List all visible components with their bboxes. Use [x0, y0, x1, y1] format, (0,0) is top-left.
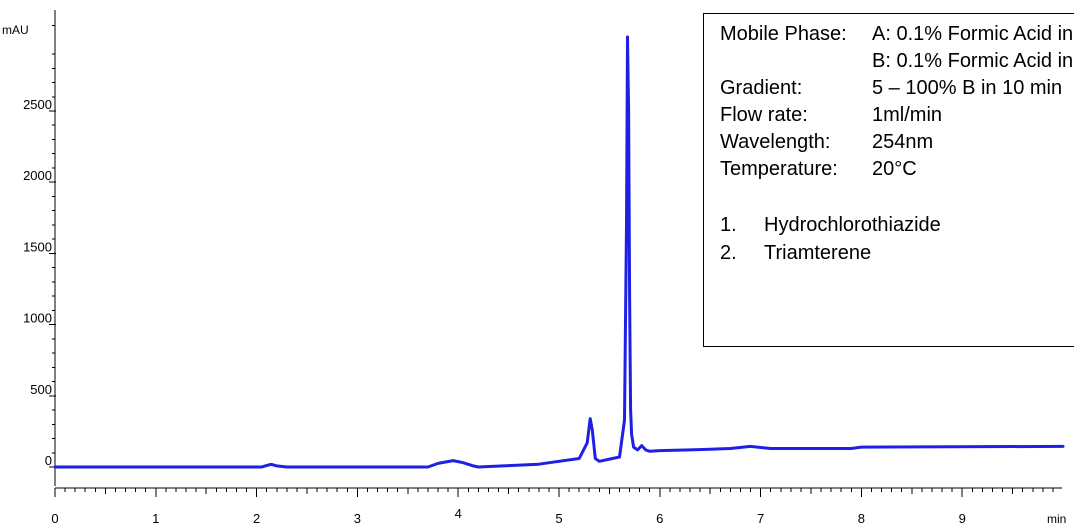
method-conditions-box: Mobile Phase: A: 0.1% Formic Acid in Wate… [703, 13, 1074, 347]
x-axis-ticks: 0 1 2 3 4 5 6 7 8 9 [51, 488, 1054, 524]
annotation-value: B: 0.1% Formic Acid in Acetonitrile [872, 50, 1074, 72]
x-tick-label: 6 [656, 511, 663, 524]
data-point [592, 429, 594, 431]
x-tick-label: 9 [959, 511, 966, 524]
data-point [637, 449, 639, 451]
data-point [473, 465, 475, 467]
annotation-row-temperature: Temperature: 20°C [720, 157, 917, 181]
x-tick-label: 0 [51, 511, 58, 524]
y-axis-unit-label: mAU [2, 23, 29, 37]
annotation-row-mobile-phase-b: B: 0.1% Formic Acid in Acetonitrile [720, 49, 1074, 73]
y-tick-label: 1500 [23, 239, 52, 254]
data-point [437, 463, 439, 465]
data-point [578, 458, 580, 460]
x-tick-label: 1 [152, 511, 159, 524]
series-layer [53, 35, 1065, 469]
peak-list-item: 1. Hydrochlorothiazide [720, 213, 941, 237]
x-tick-label: 5 [555, 511, 562, 524]
data-point [628, 110, 630, 112]
annotation-value: 254nm [872, 131, 934, 153]
data-point [645, 449, 647, 451]
data-point [452, 460, 454, 462]
annotation-key: Gradient: [720, 77, 803, 99]
peak-name: Hydrochlorothiazide [764, 214, 941, 236]
x-tick-label: 4 [455, 506, 462, 521]
data-point [630, 409, 632, 411]
series-line [53, 35, 1065, 469]
data-point [626, 224, 628, 226]
data-point [427, 466, 429, 468]
data-point [276, 465, 278, 467]
data-point [709, 448, 711, 450]
data-point [478, 466, 480, 468]
data-point [508, 465, 510, 467]
data-point [1062, 446, 1064, 448]
data-point [595, 458, 597, 460]
annotation-value: A: 0.1% Formic Acid in Water [872, 23, 1074, 45]
y-tick-label: 0 [45, 453, 52, 468]
data-point [641, 445, 643, 447]
x-axis-unit-label: min [1047, 512, 1066, 524]
data-point [538, 463, 540, 465]
data-point [627, 36, 629, 38]
x-tick-label: 3 [354, 511, 361, 524]
y-tick-label: 2500 [23, 97, 52, 112]
data-point [624, 419, 626, 421]
y-tick-label: 500 [30, 382, 52, 397]
data-point [633, 446, 635, 448]
data-point [750, 446, 752, 448]
data-point [629, 295, 631, 297]
data-point [599, 461, 601, 463]
data-point [271, 464, 273, 466]
data-point [861, 446, 863, 448]
data-point [770, 448, 772, 450]
data-point [619, 456, 621, 458]
x-tick-label: 2 [253, 511, 260, 524]
peak-number: 1. [720, 214, 737, 236]
data-point [649, 451, 651, 453]
data-point [730, 448, 732, 450]
data-point [286, 466, 288, 468]
y-tick-label: 2000 [23, 168, 52, 183]
annotation-key: Temperature: [720, 158, 838, 180]
y-tick-label: 1000 [23, 311, 52, 326]
x-tick-label: 8 [858, 511, 865, 524]
data-point [631, 433, 633, 435]
annotation-row-flow-rate: Flow rate: 1ml/min [720, 103, 942, 127]
annotation-key: Mobile Phase: [720, 23, 847, 45]
annotation-value: 5 – 100% B in 10 min [872, 77, 1063, 99]
annotation-row-wavelength: Wavelength: 254nm [720, 130, 933, 154]
annotation-value: 1ml/min [872, 104, 943, 126]
peak-number: 2. [720, 242, 737, 264]
data-point [586, 442, 588, 444]
data-point [268, 464, 270, 466]
annotation-row-mobile-phase: Mobile Phase: A: 0.1% Formic Acid in Wate… [720, 22, 1074, 46]
annotation-key: Wavelength: [720, 131, 831, 153]
data-point [851, 448, 853, 450]
y-axis-ticks: 0 500 1000 1500 2000 2500 [23, 25, 56, 468]
annotation-value: 20°C [872, 158, 917, 180]
data-point [589, 418, 591, 420]
data-point [558, 461, 560, 463]
data-point [462, 462, 464, 464]
x-tick-label: 7 [757, 511, 764, 524]
data-point [659, 450, 661, 452]
peak-list-item: 2. Triamterene [720, 241, 871, 265]
data-point [689, 449, 691, 451]
annotation-row-gradient: Gradient: 5 – 100% B in 10 min [720, 76, 1062, 100]
peak-name: Triamterene [764, 242, 872, 264]
data-point [54, 466, 56, 468]
data-point [261, 466, 263, 468]
annotation-key: Flow rate: [720, 104, 808, 126]
